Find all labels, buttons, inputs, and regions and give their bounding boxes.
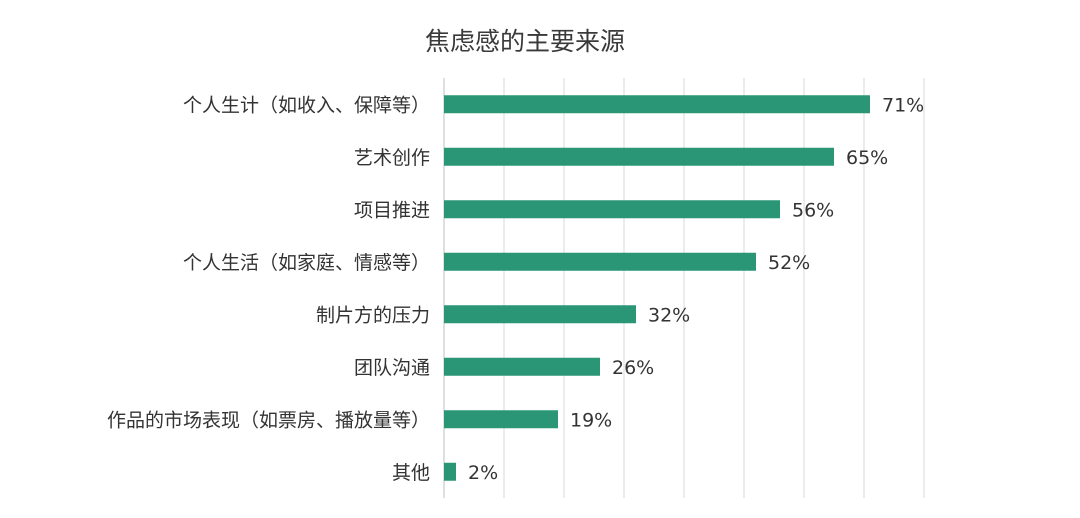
value-label: 71% — [882, 94, 924, 116]
bar — [444, 147, 834, 166]
bar — [444, 200, 780, 219]
chart-title: 焦虑感的主要来源 — [425, 27, 625, 56]
category-label: 其他 — [392, 462, 430, 484]
value-label: 32% — [648, 304, 690, 326]
grid-lines — [443, 78, 925, 498]
category-label: 作品的市场表现（如票房、播放量等） — [107, 409, 430, 431]
bar — [444, 410, 558, 429]
bar — [444, 305, 636, 324]
value-label: 65% — [846, 147, 888, 169]
bar — [444, 357, 600, 376]
value-label: 52% — [768, 252, 810, 274]
bar — [444, 252, 756, 271]
value-label: 26% — [612, 357, 654, 379]
bar — [444, 462, 456, 481]
category-label: 个人生活（如家庭、情感等） — [183, 252, 430, 274]
bar — [444, 95, 870, 114]
category-label: 团队沟通 — [354, 357, 430, 379]
value-label: 56% — [792, 199, 834, 221]
category-label: 艺术创作 — [354, 147, 430, 169]
value-label: 19% — [570, 409, 612, 431]
labels: 个人生计（如收入、保障等） 71% 艺术创作 65% 项目推进 56% 个人生活（如家庭、情… — [107, 94, 924, 484]
bars — [444, 95, 870, 481]
value-label: 2% — [468, 462, 498, 484]
category-label: 制片方的压力 — [316, 304, 430, 326]
category-label: 项目推进 — [354, 199, 430, 221]
category-label: 个人生计（如收入、保障等） — [183, 94, 430, 116]
